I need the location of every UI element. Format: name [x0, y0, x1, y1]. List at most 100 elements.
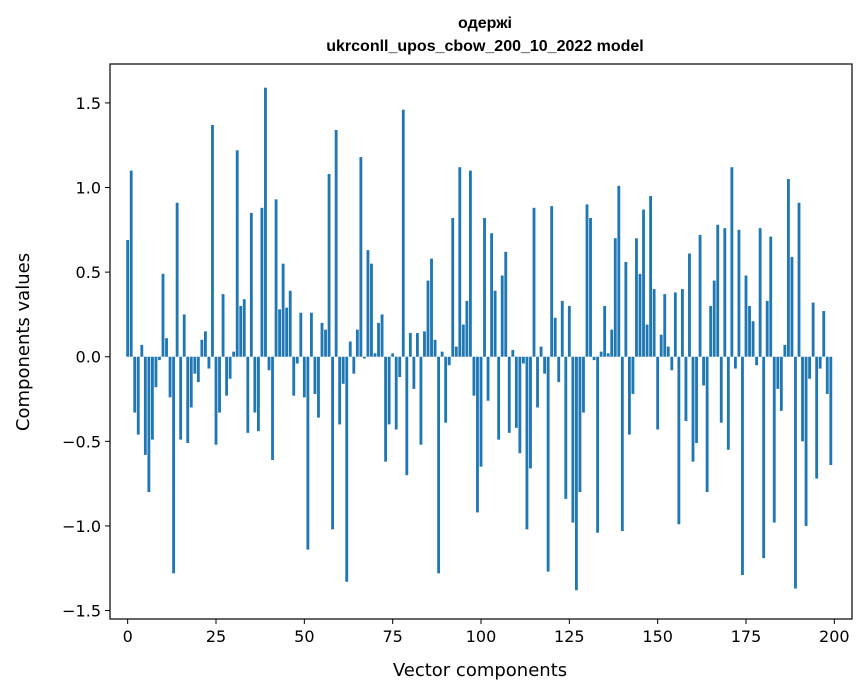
bar: [126, 239, 130, 357]
y-tick-label: 0.0: [76, 348, 101, 367]
bar: [288, 290, 292, 357]
bar: [532, 207, 536, 357]
bar: [133, 356, 137, 413]
bar: [536, 356, 539, 408]
bar: [154, 356, 158, 388]
bar: [567, 305, 571, 357]
bar: [196, 356, 200, 383]
bar: [829, 356, 833, 466]
bar: [302, 356, 306, 398]
bar: [688, 253, 691, 357]
bar: [278, 309, 282, 357]
x-tick-label: 75: [382, 627, 402, 646]
bar: [179, 356, 183, 440]
bar: [779, 356, 783, 411]
bar: [709, 305, 713, 357]
bar: [147, 356, 151, 493]
bar: [716, 224, 720, 357]
bar: [769, 236, 773, 357]
bar: [232, 351, 236, 357]
bar: [140, 344, 144, 357]
bar: [797, 202, 801, 357]
x-tick-label: 175: [731, 627, 762, 646]
bar: [136, 356, 140, 435]
bar: [624, 261, 628, 357]
bar: [366, 250, 370, 357]
bar: [751, 321, 755, 357]
bar: [638, 273, 642, 357]
bar: [228, 356, 232, 379]
bar: [331, 356, 335, 530]
bar: [472, 356, 476, 396]
bar: [320, 322, 324, 357]
x-tick-label: 25: [206, 627, 226, 646]
bar: [765, 300, 769, 357]
bar: [440, 351, 444, 357]
bar: [617, 185, 621, 357]
bar: [465, 300, 469, 357]
bar: [811, 302, 815, 357]
bar: [574, 356, 578, 591]
bar: [733, 356, 737, 369]
bar: [214, 356, 218, 445]
bar: [702, 356, 706, 386]
bar: [776, 356, 780, 389]
bar: [790, 256, 794, 357]
bar: [825, 356, 829, 394]
bar: [744, 275, 748, 357]
bar: [483, 217, 486, 357]
bar: [726, 356, 730, 450]
bar: [719, 356, 723, 423]
bar: [610, 329, 614, 357]
bar: [822, 311, 826, 357]
bar: [539, 346, 543, 357]
y-axis: −1.5 −1.0 −0.5 0.0 0.5 1.0 1.5: [62, 94, 110, 621]
bar: [246, 356, 250, 433]
bar: [486, 356, 490, 401]
chart-subtitle: ukrconll_upos_cbow_200_10_2022 model: [326, 38, 643, 55]
bar: [620, 356, 624, 532]
bar: [504, 251, 508, 357]
bar: [801, 356, 804, 442]
bar: [419, 356, 423, 445]
bar: [451, 217, 455, 357]
bar: [260, 207, 264, 357]
bar: [670, 356, 674, 371]
bar: [203, 331, 207, 357]
bars-group: [126, 87, 833, 591]
bar: [525, 356, 529, 530]
bar: [808, 356, 812, 379]
y-tick-label: 1.0: [76, 179, 101, 198]
bar: [546, 356, 550, 572]
bar: [401, 109, 405, 357]
x-axis: 0 25 50 75 100 125 150 175 200: [123, 619, 850, 646]
bar: [313, 356, 317, 394]
bar: [285, 307, 289, 357]
bar: [497, 356, 501, 440]
bar: [189, 356, 193, 408]
bar: [362, 356, 366, 359]
bar: [627, 356, 631, 435]
bar: [161, 273, 165, 357]
bar: [578, 356, 582, 493]
bar: [256, 356, 260, 432]
bar: [172, 356, 176, 574]
bar: [514, 356, 518, 428]
bar: [698, 234, 702, 357]
bar: [652, 289, 656, 357]
bar: [225, 356, 229, 396]
bar: [642, 209, 645, 357]
bar: [193, 356, 197, 374]
x-tick-label: 125: [554, 627, 585, 646]
bar: [334, 129, 338, 357]
bar: [412, 356, 416, 389]
bar: [557, 356, 561, 383]
bar: [645, 324, 649, 357]
bar: [606, 353, 610, 357]
bar: [695, 356, 698, 444]
bar: [476, 356, 479, 513]
bar: [345, 356, 349, 582]
bar: [348, 341, 352, 357]
bar: [518, 356, 522, 454]
y-tick-label: 1.5: [76, 94, 101, 113]
